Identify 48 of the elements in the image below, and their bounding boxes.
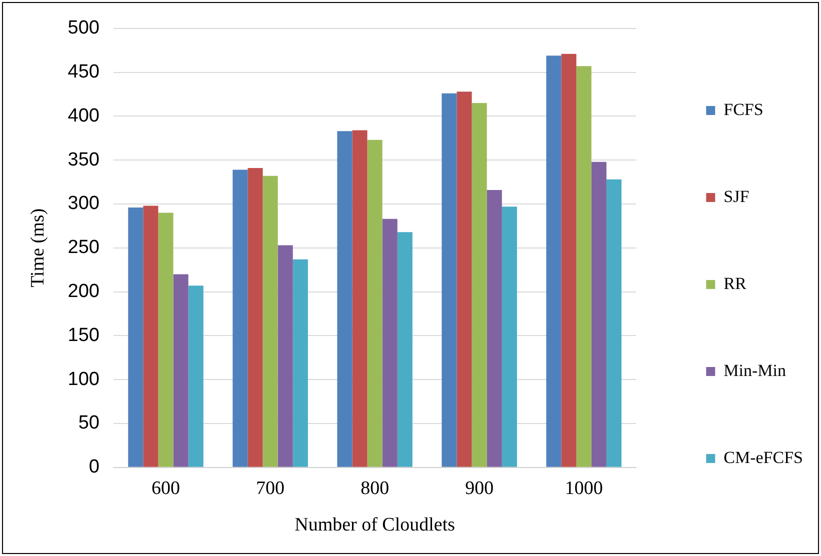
y-axis-title: Time (ms) bbox=[27, 208, 48, 288]
y-tick-label: 500 bbox=[68, 18, 100, 39]
bar bbox=[561, 54, 576, 467]
y-tick-label: 300 bbox=[68, 193, 100, 214]
y-tick-label: 50 bbox=[78, 412, 100, 434]
bar bbox=[143, 206, 158, 467]
bar bbox=[158, 212, 174, 467]
bar bbox=[456, 92, 472, 467]
bar bbox=[278, 245, 293, 467]
bar bbox=[576, 66, 592, 467]
bar bbox=[546, 56, 562, 467]
bar bbox=[486, 190, 502, 467]
bar bbox=[367, 140, 382, 467]
x-tick-label: 800 bbox=[360, 478, 390, 499]
legend-label: RR bbox=[724, 274, 747, 293]
bar bbox=[188, 286, 204, 467]
bar bbox=[472, 103, 487, 467]
bar bbox=[352, 130, 368, 467]
y-tick-label: 0 bbox=[88, 456, 100, 478]
bar bbox=[173, 274, 188, 467]
x-axis-title: Number of Cloudlets bbox=[294, 514, 456, 536]
bar bbox=[606, 179, 622, 467]
y-tick-label: 100 bbox=[68, 368, 100, 390]
legend-label: CM-eFCFS bbox=[724, 448, 804, 467]
y-tick-label: 450 bbox=[68, 62, 100, 83]
bar bbox=[382, 218, 398, 467]
bar bbox=[502, 206, 517, 467]
y-tick-label: 200 bbox=[68, 281, 100, 302]
bar bbox=[262, 176, 278, 467]
bar bbox=[397, 232, 412, 467]
legend-label: SJF bbox=[724, 186, 750, 206]
x-tick-label: 600 bbox=[152, 478, 180, 499]
x-tick-label: 1000 bbox=[564, 478, 603, 499]
x-tick-label: 900 bbox=[465, 478, 494, 499]
legend-label: FCFS bbox=[724, 100, 764, 119]
y-tick-label: 400 bbox=[68, 105, 100, 126]
bar bbox=[442, 93, 457, 467]
bar bbox=[337, 131, 352, 467]
bar bbox=[128, 208, 144, 467]
bar bbox=[591, 162, 606, 467]
y-tick-label: 350 bbox=[68, 149, 100, 170]
bar bbox=[232, 170, 248, 467]
legend-label: Min-Min bbox=[724, 360, 786, 380]
bar bbox=[292, 259, 308, 467]
x-tick-label: 700 bbox=[256, 478, 285, 499]
bar bbox=[248, 168, 263, 467]
y-tick-label: 250 bbox=[68, 237, 100, 258]
y-tick-label: 150 bbox=[68, 324, 100, 346]
